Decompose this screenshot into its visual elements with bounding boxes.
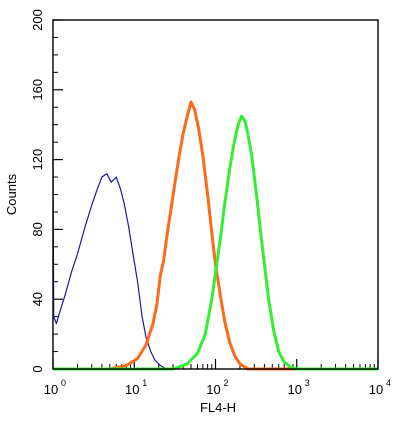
y-tick-label: 40 [30, 292, 45, 306]
x-tick-exponent: 1 [142, 378, 147, 388]
x-tick-label: 10 [369, 382, 383, 397]
y-axis-label: Counts [4, 173, 19, 215]
x-tick-exponent: 4 [386, 378, 391, 388]
x-tick-label: 10 [44, 382, 58, 397]
plot-frame [52, 19, 379, 370]
y-tick-label: 80 [30, 222, 45, 236]
axis-ticks [52, 19, 379, 370]
x-tick-exponent: 2 [224, 378, 229, 388]
x-tick-label: 10 [125, 382, 139, 397]
x-tick-label: 10 [288, 382, 302, 397]
series-layer [52, 100, 378, 371]
y-tick-label: 200 [30, 9, 45, 31]
x-axis-label: FL4-H [200, 400, 236, 415]
y-tick-label: 0 [30, 365, 45, 372]
series-1-histogram [52, 159, 167, 370]
x-tick-label: 10 [206, 382, 220, 397]
x-tick-exponent: 0 [61, 378, 66, 388]
x-tick-exponent: 3 [305, 378, 310, 388]
series-3-histogram [53, 114, 378, 371]
y-tick-label: 120 [30, 149, 45, 171]
y-tick-label: 160 [30, 79, 45, 101]
series-2-histogram [53, 100, 378, 371]
